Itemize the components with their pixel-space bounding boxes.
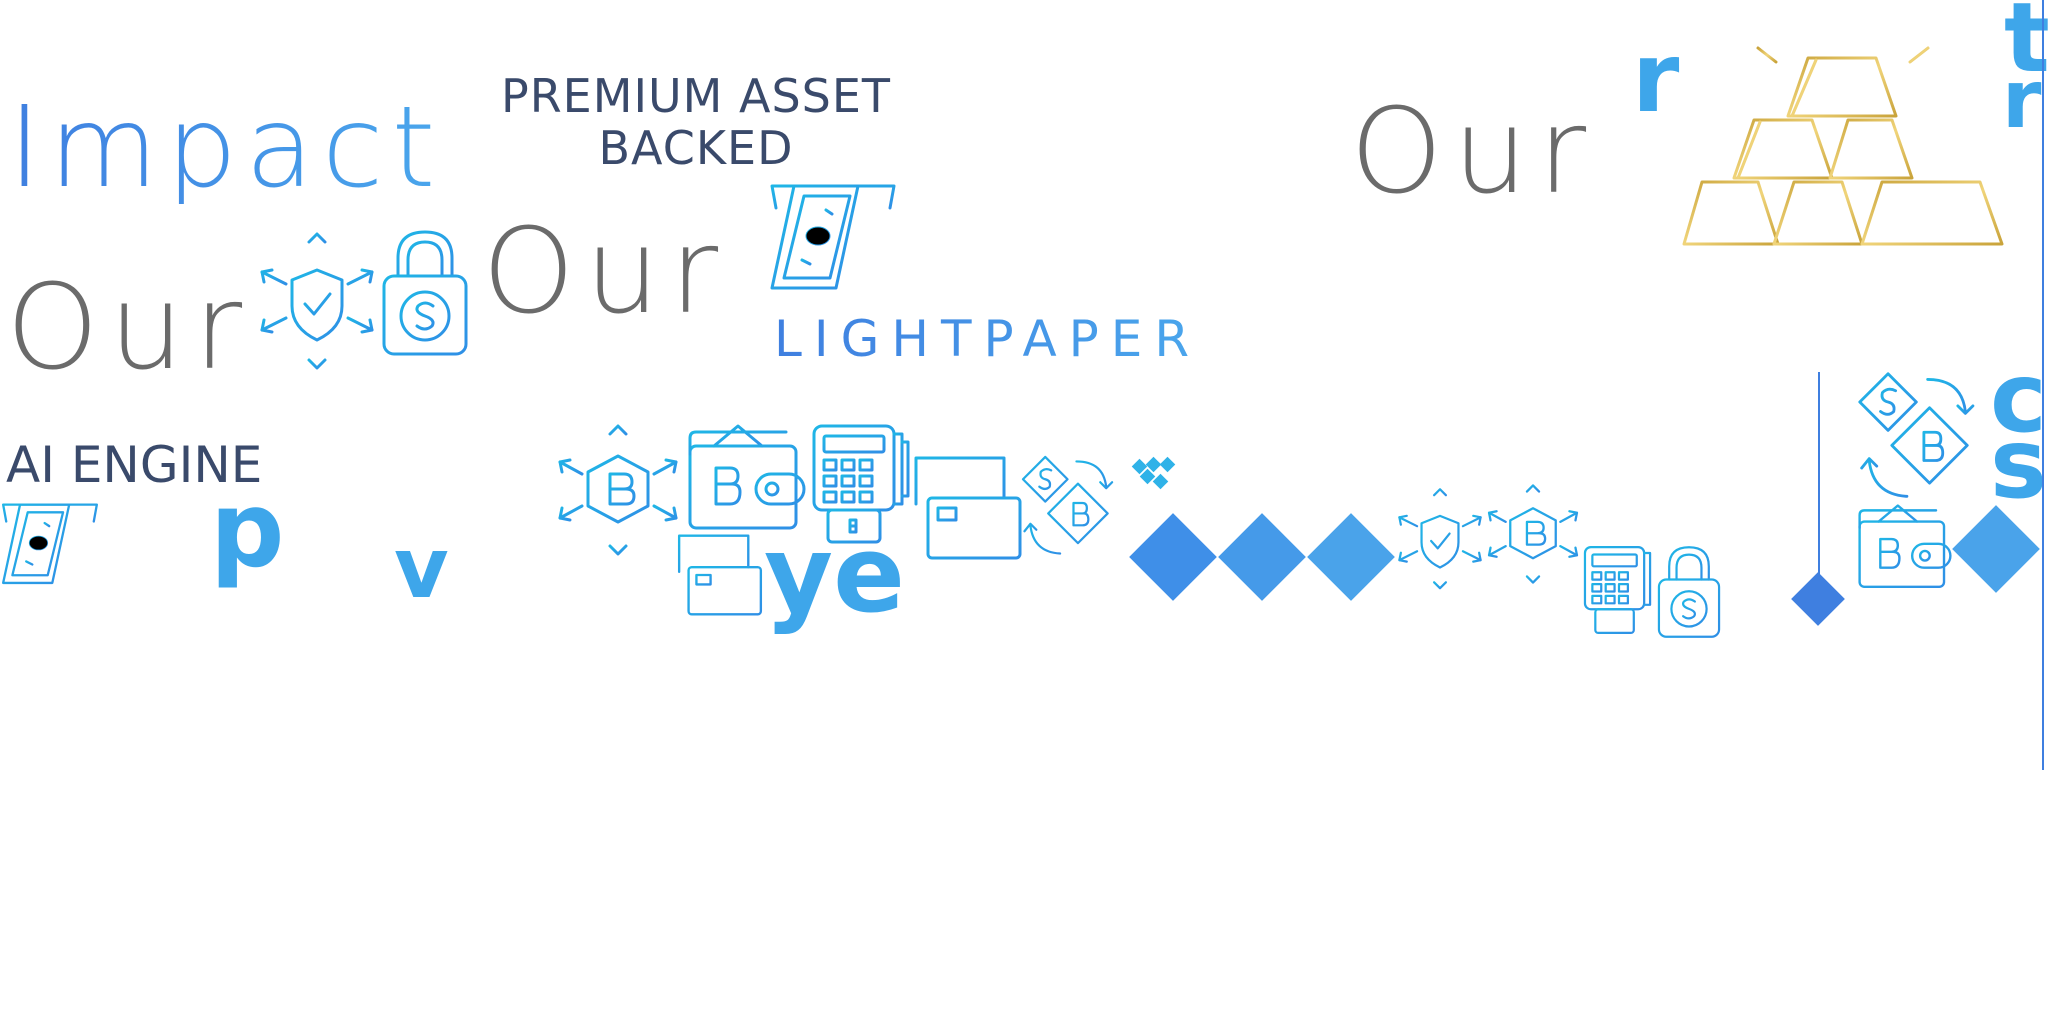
diamond-shape: [1791, 572, 1845, 626]
lightpaper-link[interactable]: LIGHTPAPER: [774, 310, 1202, 368]
cash-atm-icon: [2, 503, 98, 585]
dollar-bitcoin-exchange-icon: [1858, 372, 1975, 498]
diamond-shape: [1129, 513, 1217, 601]
vertical-divider: [1818, 372, 1820, 590]
our-heading-middle: Our: [482, 202, 729, 340]
dollar-bitcoin-exchange-icon: [1021, 455, 1114, 555]
pos-terminal-icon: [1583, 545, 1652, 635]
credit-card-icon: [677, 534, 763, 616]
bitcoin-network-icon: [558, 424, 678, 556]
bitcoin-network-icon: [1487, 484, 1579, 584]
gold-bars-icon: [1682, 0, 2004, 246]
credit-card-icon: [914, 456, 1022, 560]
fragment-s: s: [1990, 408, 2048, 520]
fragment-v: v: [394, 519, 449, 617]
pos-terminal-icon: [812, 424, 910, 544]
diamond-shape: [1218, 513, 1306, 601]
fragment-t: t: [2004, 0, 2048, 94]
fragment-p: p: [210, 469, 285, 591]
fragment-c: c: [1990, 342, 2047, 454]
premium-asset-backed-heading: PREMIUM ASSET BACKED: [478, 70, 914, 174]
shield-network-icon: [260, 232, 374, 370]
fragment-r2: r: [2002, 53, 2042, 146]
fragment-ye: ye: [764, 513, 905, 636]
premium-line-2: BACKED: [598, 121, 794, 175]
bitcoin-wallet-icon: [688, 424, 806, 530]
cash-atm-icon: [770, 184, 896, 290]
shield-network-icon: [1398, 488, 1482, 590]
right-edge-divider: [2042, 0, 2044, 770]
bitcoin-wallet-icon: [1858, 504, 1952, 589]
premium-line-1: PREMIUM ASSET: [500, 69, 892, 123]
our-heading-left: Our: [6, 258, 253, 396]
small-diamond: [1159, 456, 1176, 473]
impact-heading: Impact: [8, 83, 444, 213]
ai-engine-heading: AI ENGINE: [6, 436, 263, 494]
fragment-r: r: [1632, 22, 1680, 134]
diamond-shape: [1307, 513, 1395, 601]
lock-dollar-icon: [1657, 546, 1721, 638]
lock-dollar-icon: [382, 230, 468, 356]
our-heading-right: Our: [1350, 82, 1597, 220]
